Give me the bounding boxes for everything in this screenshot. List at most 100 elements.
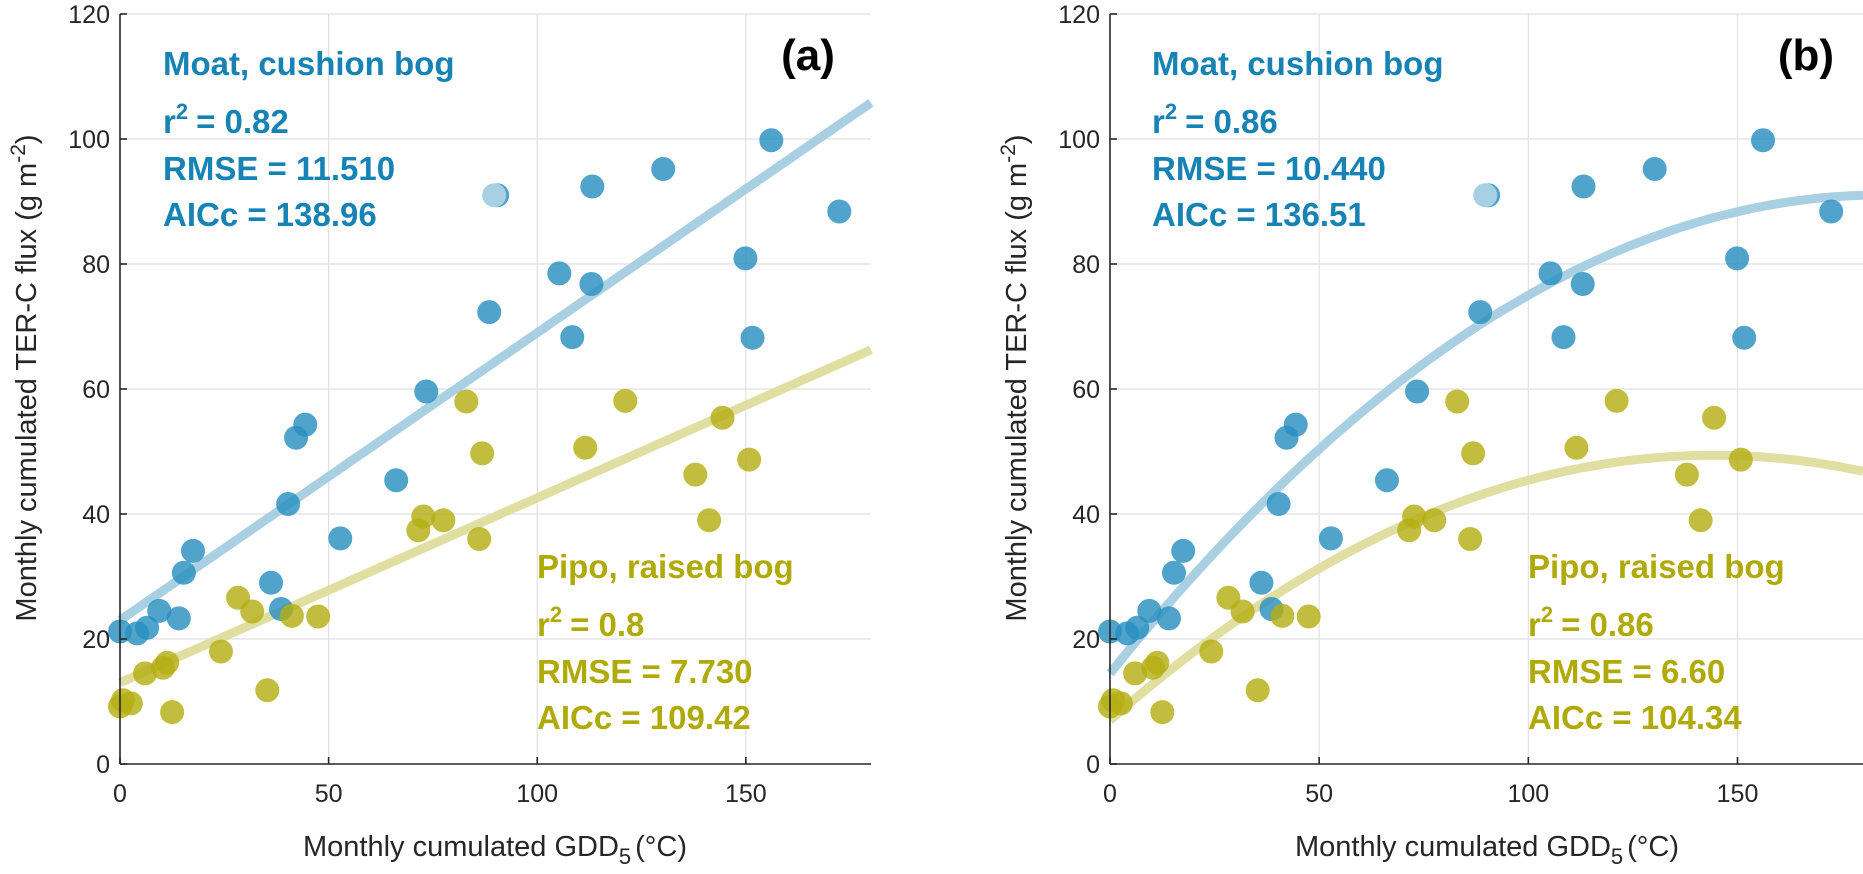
legend-moat: Moat, cushion bog r2 = 0.86 RMSE = 10.440… <box>1152 45 1443 233</box>
data-point-moat <box>733 246 758 271</box>
data-point-highlight <box>482 183 507 208</box>
data-point-pipo <box>279 603 304 628</box>
y-tick-label: 60 <box>82 376 110 404</box>
tick-labels: 0 20 40 60 80 100 120 0 50 100 150 <box>68 1 766 808</box>
data-point-moat <box>580 174 605 199</box>
data-point-pipo <box>697 508 722 533</box>
data-point-moat <box>1249 570 1274 595</box>
series-name: Pipo, raised bog <box>537 548 794 585</box>
data-point-moat <box>259 570 284 595</box>
r2-value: r2 = 0.86 <box>1152 99 1278 140</box>
y-axis-label: Monthly cumulated TER-C flux (g m-2) <box>7 134 43 621</box>
data-point-moat <box>1266 492 1291 516</box>
data-point-moat <box>547 261 572 286</box>
panel-b: 0 20 40 60 80 100 120 0 50 100 150 Monthly cumulat… <box>997 1 1863 869</box>
data-point-pipo <box>1728 447 1753 472</box>
series-name: Moat, cushion bog <box>1152 45 1443 82</box>
data-point-pipo <box>160 700 185 725</box>
data-point-pipo <box>1458 527 1483 551</box>
data-point-pipo <box>411 504 436 529</box>
r2-value: r2 = 0.82 <box>163 99 289 140</box>
data-point-pipo <box>1674 462 1699 487</box>
x-tick-label: 0 <box>113 780 127 808</box>
data-point-moat <box>759 128 784 153</box>
data-point-moat <box>651 157 676 181</box>
aicc-value: AICc = 136.51 <box>1152 196 1366 233</box>
x-tick-label: 100 <box>1507 780 1549 808</box>
data-point-moat <box>135 615 160 640</box>
data-point-pipo <box>467 527 492 551</box>
data-point-moat <box>1405 379 1430 404</box>
data-point-moat <box>1725 246 1750 271</box>
rmse-value: RMSE = 6.60 <box>1528 653 1725 690</box>
data-point-moat <box>1468 300 1493 325</box>
x-axis-label: Monthly cumulated GDD5 (°C) <box>303 831 687 869</box>
fit-line-moat <box>117 99 874 624</box>
data-point-pipo <box>1688 508 1713 533</box>
data-point-moat <box>328 526 353 551</box>
data-point-moat <box>1751 128 1776 153</box>
data-point-moat <box>1171 538 1196 563</box>
r2-value: r2 = 0.8 <box>537 602 644 643</box>
data-point-pipo <box>683 462 708 487</box>
r2-value: r2 = 0.86 <box>1528 602 1654 643</box>
y-tick-label: 40 <box>82 501 110 529</box>
x-axis-label-subscript: 5 <box>1611 844 1623 869</box>
data-point-moat <box>293 412 318 437</box>
y-tick-label: 100 <box>68 126 110 154</box>
axes <box>1109 13 1863 765</box>
data-point-moat <box>1538 261 1563 286</box>
y-tick-label: 0 <box>96 751 110 779</box>
y-tick-label: 100 <box>1058 126 1100 154</box>
data-point-pipo <box>1230 599 1255 624</box>
panel-label: (a) <box>781 31 835 80</box>
data-point-moat <box>1570 272 1595 296</box>
x-tick-label: 150 <box>1717 780 1759 808</box>
y-axis-label-superscript: -2 <box>997 144 1020 163</box>
data-point-moat <box>579 272 604 296</box>
axes <box>119 13 871 765</box>
x-axis-label: Monthly cumulated GDD5 (°C) <box>1295 831 1679 869</box>
fit-lines <box>117 99 874 687</box>
tick-labels: 0 20 40 60 80 100 120 0 50 100 150 <box>1058 1 1758 808</box>
data-point-pipo <box>1402 504 1427 529</box>
legend-moat: Moat, cushion bog r2 = 0.82 RMSE = 11.510… <box>163 45 454 233</box>
y-axis-label: Monthly cumulated TER-C flux (g m-2) <box>997 134 1033 621</box>
y-axis-label-superscript: -2 <box>7 144 30 163</box>
y-tick-label: 0 <box>1086 751 1100 779</box>
y-tick-label: 20 <box>1072 626 1100 654</box>
data-point-pipo <box>1108 691 1133 716</box>
data-point-moat <box>276 492 301 516</box>
data-point-pipo <box>1245 678 1270 703</box>
panel-label: (b) <box>1778 31 1834 80</box>
data-point-moat <box>1551 325 1576 350</box>
data-point-pipo <box>1145 650 1170 675</box>
data-point-pipo <box>208 639 233 664</box>
data-point-moat <box>1374 468 1399 493</box>
x-tick-label: 0 <box>1103 780 1117 808</box>
data-point-pipo <box>155 650 180 675</box>
data-point-highlight <box>1473 183 1498 208</box>
data-point-pipo <box>1150 700 1175 725</box>
legend-pipo: Pipo, raised bog r2 = 0.8 RMSE = 7.730 AI… <box>537 548 794 736</box>
data-point-pipo <box>1604 388 1629 413</box>
series-name: Pipo, raised bog <box>1528 548 1785 585</box>
data-point-moat <box>1642 157 1667 181</box>
aicc-value: AICc = 104.34 <box>1528 699 1742 736</box>
aicc-value: AICc = 138.96 <box>163 196 377 233</box>
y-tick-label: 20 <box>82 626 110 654</box>
data-point-moat <box>166 606 191 631</box>
data-point-pipo <box>255 678 280 703</box>
y-tick-label: 120 <box>1058 1 1100 29</box>
data-point-pipo <box>1564 435 1589 460</box>
data-point-moat <box>1137 598 1162 623</box>
data-point-pipo <box>1199 639 1224 664</box>
data-point-moat <box>740 325 765 350</box>
data-point-moat <box>1125 615 1150 640</box>
y-tick-label: 60 <box>1072 376 1100 404</box>
rmse-value: RMSE = 10.440 <box>1152 150 1386 187</box>
panel-a: 0 20 40 60 80 100 120 0 50 100 150 Monthly cumulat… <box>7 1 874 869</box>
data-point-moat <box>147 598 172 623</box>
data-point-moat <box>827 199 852 224</box>
